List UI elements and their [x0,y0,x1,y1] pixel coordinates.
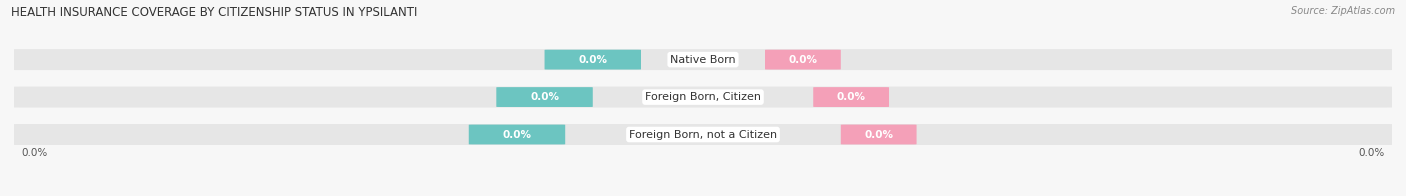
Text: 0.0%: 0.0% [1358,148,1385,158]
Text: 0.0%: 0.0% [837,92,866,102]
Text: Native Born: Native Born [671,55,735,65]
Text: Source: ZipAtlas.com: Source: ZipAtlas.com [1291,6,1395,16]
Text: Foreign Born, not a Citizen: Foreign Born, not a Citizen [628,130,778,140]
Text: HEALTH INSURANCE COVERAGE BY CITIZENSHIP STATUS IN YPSILANTI: HEALTH INSURANCE COVERAGE BY CITIZENSHIP… [11,6,418,19]
Text: 0.0%: 0.0% [21,148,48,158]
Text: 0.0%: 0.0% [578,55,607,65]
Text: 0.0%: 0.0% [865,130,893,140]
Text: 0.0%: 0.0% [789,55,817,65]
FancyBboxPatch shape [468,125,565,144]
FancyBboxPatch shape [813,87,889,107]
FancyBboxPatch shape [7,124,1399,145]
FancyBboxPatch shape [544,50,641,70]
FancyBboxPatch shape [765,50,841,70]
FancyBboxPatch shape [496,87,593,107]
Text: Foreign Born, Citizen: Foreign Born, Citizen [645,92,761,102]
FancyBboxPatch shape [7,87,1399,108]
FancyBboxPatch shape [7,49,1399,70]
Text: 0.0%: 0.0% [530,92,560,102]
Text: 0.0%: 0.0% [502,130,531,140]
FancyBboxPatch shape [841,125,917,144]
